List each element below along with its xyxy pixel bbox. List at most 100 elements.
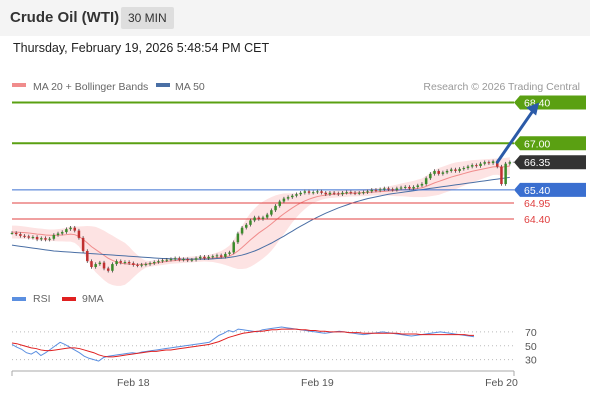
candle-body-58	[253, 217, 256, 221]
candle-body-40	[178, 258, 181, 260]
candle-body-87	[374, 189, 378, 191]
candle-body-56	[245, 224, 248, 228]
candle-body-116	[496, 161, 499, 167]
candle-body-50	[219, 255, 223, 257]
candle-body-61	[265, 214, 269, 218]
level-label-1: 67.00	[524, 138, 550, 150]
rsi-legend-swatch-0	[12, 297, 26, 301]
candle-body-83	[357, 192, 361, 194]
ma20-line	[12, 165, 510, 265]
candle-body-91	[391, 189, 394, 191]
rsi-legend-label-0: RSI	[33, 293, 51, 305]
candle-body-20	[94, 264, 97, 267]
candle-body-97	[416, 185, 420, 187]
x-tick-label-2: Feb 20	[485, 377, 518, 389]
candle-body-64	[278, 201, 281, 206]
candle-body-3	[23, 235, 26, 237]
candle-body-43	[190, 259, 194, 261]
candle-body-12	[60, 232, 64, 234]
candle-body-39	[173, 258, 177, 260]
candle-body-81	[349, 192, 353, 194]
candle-body-78	[337, 193, 340, 195]
candle-body-112	[479, 163, 482, 166]
candle-body-22	[102, 262, 106, 269]
level-label-3: 65.40	[524, 185, 550, 197]
legend-label-1: MA 50	[175, 81, 205, 93]
candle-body-54	[236, 233, 240, 243]
candle-body-42	[186, 259, 189, 261]
candle-body-60	[261, 217, 265, 219]
level-label-5: 64.40	[524, 214, 550, 226]
candle-body-65	[282, 198, 286, 202]
candle-body-69	[299, 192, 302, 195]
legend-swatch-0	[12, 83, 26, 87]
candle-body-98	[420, 184, 424, 186]
instrument-title: Crude Oil (WTI)	[10, 9, 120, 26]
level-tag-3	[514, 182, 586, 197]
candle-body-18	[86, 250, 89, 262]
candle-body-14	[69, 227, 72, 230]
candle-body-85	[366, 191, 369, 193]
candle-body-55	[240, 227, 244, 234]
rsi-series-line-1	[11, 328, 474, 358]
candle-body-41	[182, 259, 185, 261]
candle-body-33	[148, 263, 152, 265]
candle-body-34	[152, 262, 156, 264]
candle-body-30	[136, 264, 139, 266]
candle-body-67	[291, 195, 294, 198]
candle-body-45	[198, 256, 202, 259]
candle-body-72	[311, 192, 315, 194]
candle-body-100	[429, 173, 432, 179]
level-tag-2	[514, 155, 586, 170]
level-tag-1	[514, 136, 586, 151]
candle-body-68	[295, 194, 298, 196]
candle-body-93	[399, 187, 403, 189]
candle-body-66	[286, 197, 290, 199]
candle-body-86	[370, 189, 374, 192]
candle-body-103	[441, 172, 445, 174]
candle-body-29	[132, 263, 135, 265]
candle-body-52	[228, 252, 231, 254]
candle-body-73	[316, 191, 319, 193]
candle-body-59	[257, 217, 261, 219]
candle-body-31	[140, 264, 143, 266]
rsi-legend-swatch-1	[62, 297, 76, 301]
candle-body-118	[504, 163, 507, 185]
research-credit: Research © 2026 Trading Central	[423, 81, 580, 93]
candle-body-28	[127, 262, 131, 264]
candle-body-11	[56, 233, 60, 235]
level-label-2: 66.35	[524, 157, 550, 169]
candle-body-19	[90, 261, 93, 267]
candle-body-108	[462, 168, 466, 170]
candle-body-0	[10, 232, 14, 234]
rsi-series-line-0	[11, 326, 475, 362]
candle-body-25	[115, 261, 118, 265]
candle-body-27	[123, 262, 127, 264]
candle-body-105	[449, 169, 453, 171]
candle-body-44	[194, 258, 198, 260]
candle-body-79	[341, 192, 344, 195]
candle-body-71	[307, 191, 311, 193]
candle-body-35	[157, 261, 160, 263]
candle-body-101	[433, 170, 436, 174]
candle-body-106	[454, 169, 457, 171]
forecast-arrow-shaft	[495, 109, 535, 164]
candle-body-26	[119, 261, 123, 263]
bollinger-band	[12, 157, 510, 286]
candle-body-107	[458, 168, 461, 171]
candle-body-5	[31, 237, 35, 239]
candle-body-47	[207, 256, 210, 259]
x-tick-label-0: Feb 18	[117, 377, 150, 389]
candle-body-37	[165, 259, 169, 261]
candle-body-24	[111, 264, 114, 271]
candle-body-46	[203, 256, 206, 259]
level-label-4: 64.95	[524, 198, 550, 210]
candle-body-113	[483, 162, 486, 164]
candle-body-38	[169, 259, 173, 261]
candle-body-57	[249, 220, 252, 225]
candle-body-53	[232, 242, 235, 253]
candle-body-94	[403, 186, 407, 188]
timeframe-button[interactable]: 30 MIN	[121, 7, 174, 29]
candle-body-104	[445, 170, 449, 173]
candle-body-51	[224, 253, 227, 257]
